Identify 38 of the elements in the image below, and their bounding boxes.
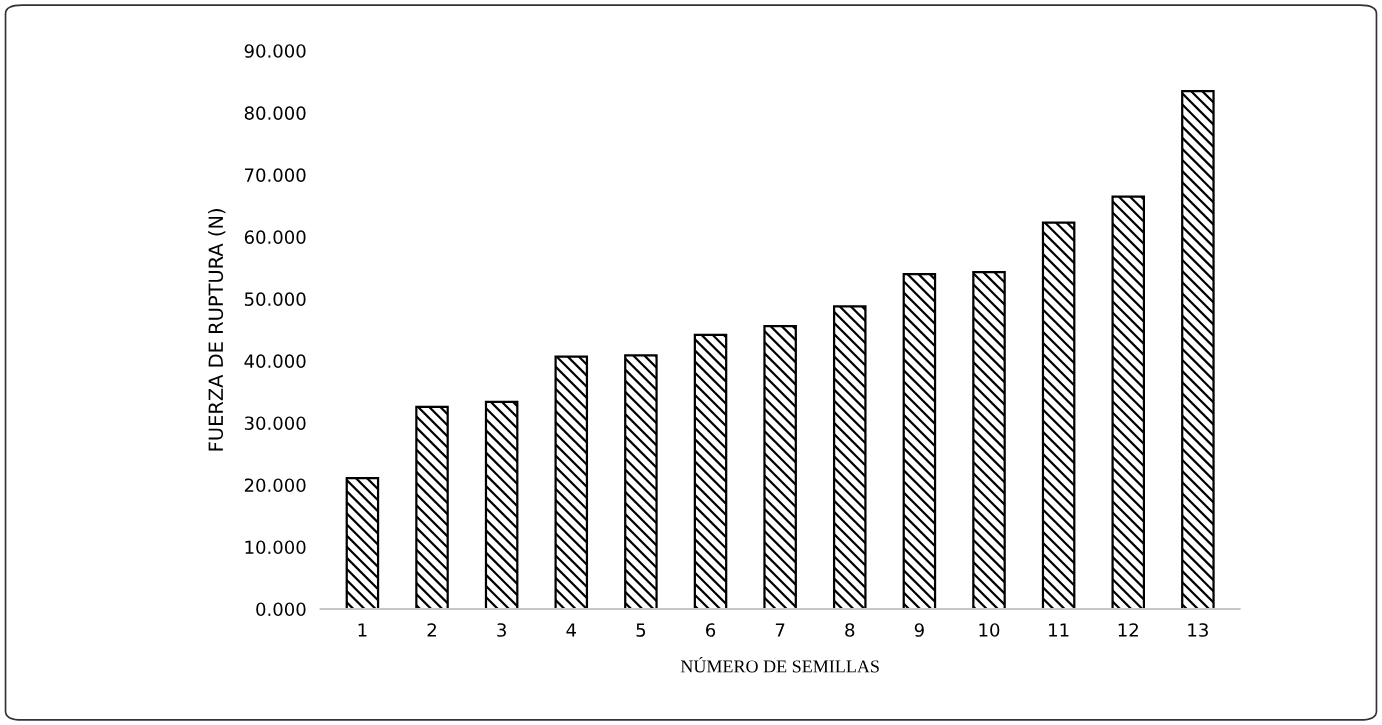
x-tick-label: 11 xyxy=(1049,623,1069,637)
bar xyxy=(832,305,867,609)
x-tick-label: 5 xyxy=(636,623,646,637)
y-tick-label: 90.000 xyxy=(244,44,306,58)
x-tick-label: 7 xyxy=(775,623,785,637)
y-tick-label: 70.000 xyxy=(245,168,306,182)
y-tick-label: 50.000 xyxy=(244,292,306,306)
bar xyxy=(1181,89,1215,609)
x-tick-label: 3 xyxy=(497,623,506,637)
bar xyxy=(415,405,449,609)
bar xyxy=(902,272,937,609)
x-tick-label: 12 xyxy=(1118,623,1138,637)
bar xyxy=(624,354,658,609)
x-tick-label: 6 xyxy=(706,623,716,637)
x-axis-title: NÚMERO DE SEMILLAS xyxy=(680,656,879,673)
x-tick-label: 9 xyxy=(914,623,924,637)
y-tick-label: 60.000 xyxy=(244,230,306,244)
bar xyxy=(693,333,728,609)
x-tick-label: 4 xyxy=(566,623,576,637)
y-tick-label: 0.000 xyxy=(256,602,306,617)
y-axis-title: FUERZA DE RUPTURA (N) xyxy=(208,209,226,451)
bar xyxy=(345,477,380,609)
x-tick-label: 13 xyxy=(1188,623,1208,637)
x-tick-label: 1 xyxy=(358,623,367,637)
y-tick-label: 80.000 xyxy=(244,106,306,120)
y-tick-label: 40.000 xyxy=(244,354,306,369)
y-tick-label: 30.000 xyxy=(244,416,306,431)
x-tick-label: 10 xyxy=(979,623,1000,637)
y-tick-label: 10.000 xyxy=(245,540,306,555)
bar xyxy=(1041,221,1076,609)
bar xyxy=(1111,195,1146,609)
bar xyxy=(972,271,1006,609)
x-tick-label: 8 xyxy=(845,623,855,637)
y-tick-label: 20.000 xyxy=(244,478,306,493)
bar xyxy=(484,400,519,609)
x-tick-label: 2 xyxy=(427,623,436,637)
bar xyxy=(763,325,797,609)
bar xyxy=(554,355,589,609)
